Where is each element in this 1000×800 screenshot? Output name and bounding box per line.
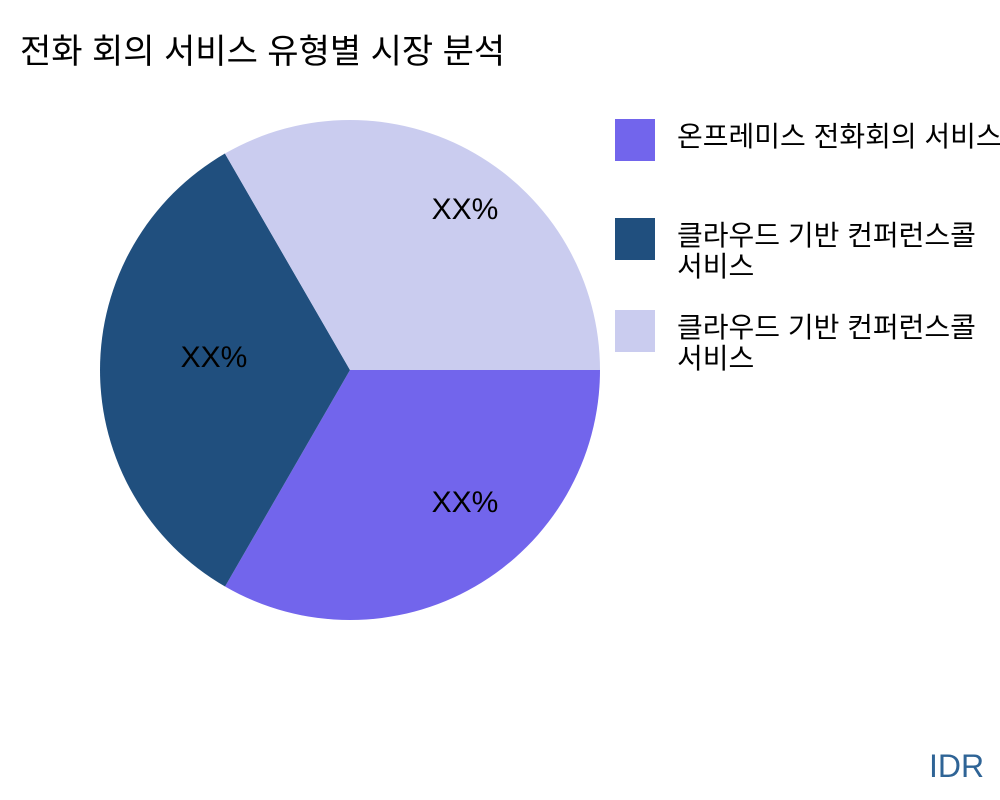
pie-slice-label: XX% (180, 341, 248, 374)
legend-label-line: 온프레미스 전화회의 서비스 (677, 121, 1000, 152)
legend-swatch (615, 310, 655, 352)
pie-chart: XX% XX% XX% (100, 120, 600, 620)
watermark-idr: IDR (929, 748, 985, 784)
pie-slice-label: XX% (431, 193, 499, 226)
legend-item: 클라우드 기반 컨퍼런스콜 서비스 (615, 310, 976, 374)
legend-item: 클라우드 기반 컨퍼런스콜 서비스 (615, 218, 976, 282)
pie-slice (225, 370, 600, 620)
legend-label-line: 클라우드 기반 컨퍼런스콜 (677, 220, 976, 251)
legend-swatch (615, 119, 655, 161)
legend-label-line: 서비스 (677, 251, 755, 282)
legend-label-line: 서비스 (677, 343, 755, 374)
legend-swatch (615, 218, 655, 260)
pie-slice (100, 153, 350, 587)
legend-item: 온프레미스 전화회의 서비스 (615, 119, 1000, 161)
legend-label: 클라우드 기반 컨퍼런스콜 서비스 (677, 218, 976, 282)
legend-label: 클라우드 기반 컨퍼런스콜 서비스 (677, 310, 976, 374)
pie-slice (224, 120, 600, 370)
legend-label: 온프레미스 전화회의 서비스 (677, 119, 1000, 152)
pie-chart-canvas (100, 120, 600, 620)
pie-slice-label: XX% (431, 486, 499, 519)
page-title: 전화 회의 서비스 유형별 시장 분석 (20, 33, 506, 71)
legend-label-line: 클라우드 기반 컨퍼런스콜 (677, 312, 976, 343)
